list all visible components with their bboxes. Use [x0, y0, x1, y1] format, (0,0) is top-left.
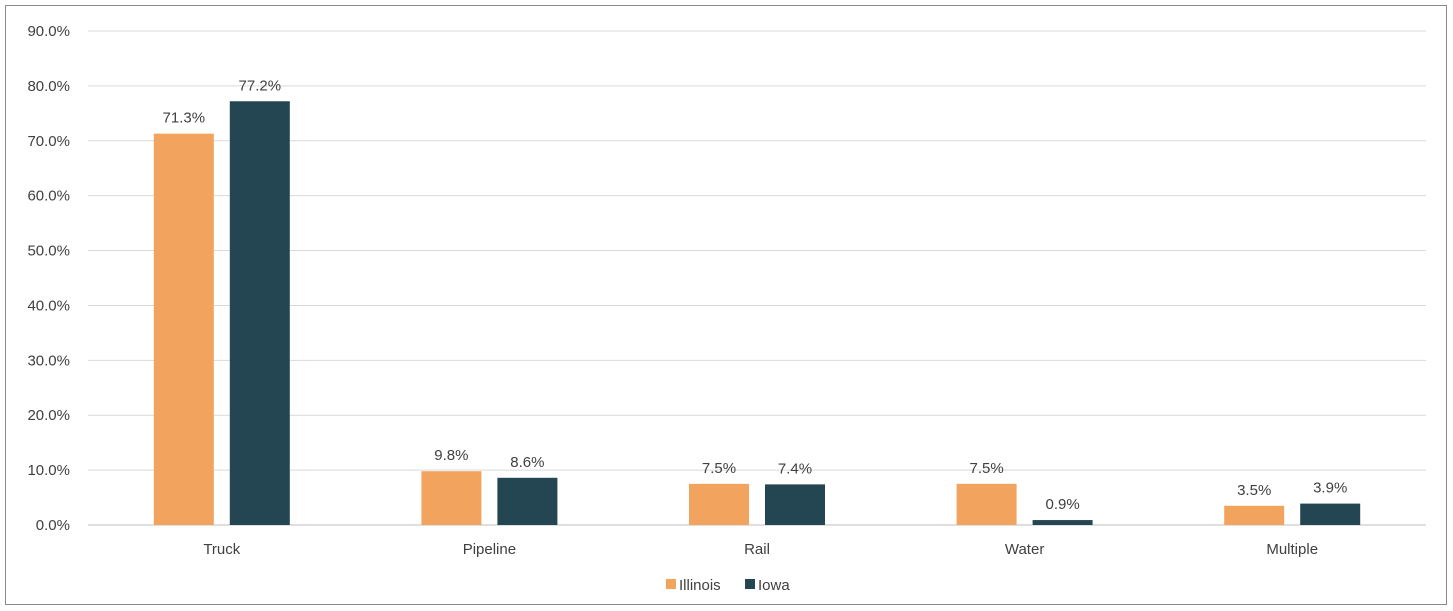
- y-tick-label: 10.0%: [27, 462, 70, 479]
- x-category-label: Pipeline: [463, 541, 516, 558]
- bar-illinois-rail: [689, 483, 749, 525]
- y-tick-label: 70.0%: [27, 133, 70, 150]
- legend-swatch: [666, 579, 676, 589]
- y-tick-label: 40.0%: [27, 297, 70, 314]
- data-label: 71.3%: [163, 110, 206, 127]
- y-tick-label: 30.0%: [27, 352, 70, 369]
- bar-iowa-rail: [765, 484, 825, 525]
- data-label: 3.9%: [1313, 480, 1347, 497]
- bar-iowa-water: [1032, 520, 1093, 525]
- data-label: 3.5%: [1237, 482, 1271, 499]
- data-label: 7.5%: [702, 460, 736, 477]
- bar-illinois-multiple: [1224, 505, 1285, 525]
- legend-swatch: [745, 579, 755, 589]
- data-label: 77.2%: [239, 77, 282, 94]
- legend-label: Iowa: [758, 577, 790, 594]
- bar-illinois-pipeline: [421, 471, 482, 525]
- bar-iowa-truck: [229, 101, 290, 525]
- y-tick-label: 60.0%: [27, 188, 70, 205]
- data-label: 0.9%: [1045, 496, 1079, 513]
- y-tick-label: 0.0%: [36, 517, 70, 534]
- bar-illinois-water: [956, 483, 1017, 525]
- y-tick-label: 50.0%: [27, 243, 70, 260]
- data-label: 9.8%: [434, 447, 468, 464]
- legend-label: Illinois: [679, 577, 721, 594]
- data-label: 7.4%: [778, 460, 812, 477]
- x-category-label: Rail: [744, 541, 770, 558]
- data-label: 8.6%: [510, 454, 544, 471]
- bar-iowa-pipeline: [497, 477, 558, 525]
- y-tick-label: 90.0%: [27, 23, 70, 40]
- y-tick-label: 20.0%: [27, 407, 70, 424]
- bar-illinois-truck: [153, 133, 214, 526]
- y-tick-label: 80.0%: [27, 78, 70, 95]
- x-category-label: Truck: [203, 541, 240, 558]
- bar-iowa-multiple: [1300, 503, 1361, 525]
- x-category-label: Multiple: [1266, 541, 1318, 558]
- x-category-label: Water: [1005, 541, 1044, 558]
- data-label: 7.5%: [969, 460, 1003, 477]
